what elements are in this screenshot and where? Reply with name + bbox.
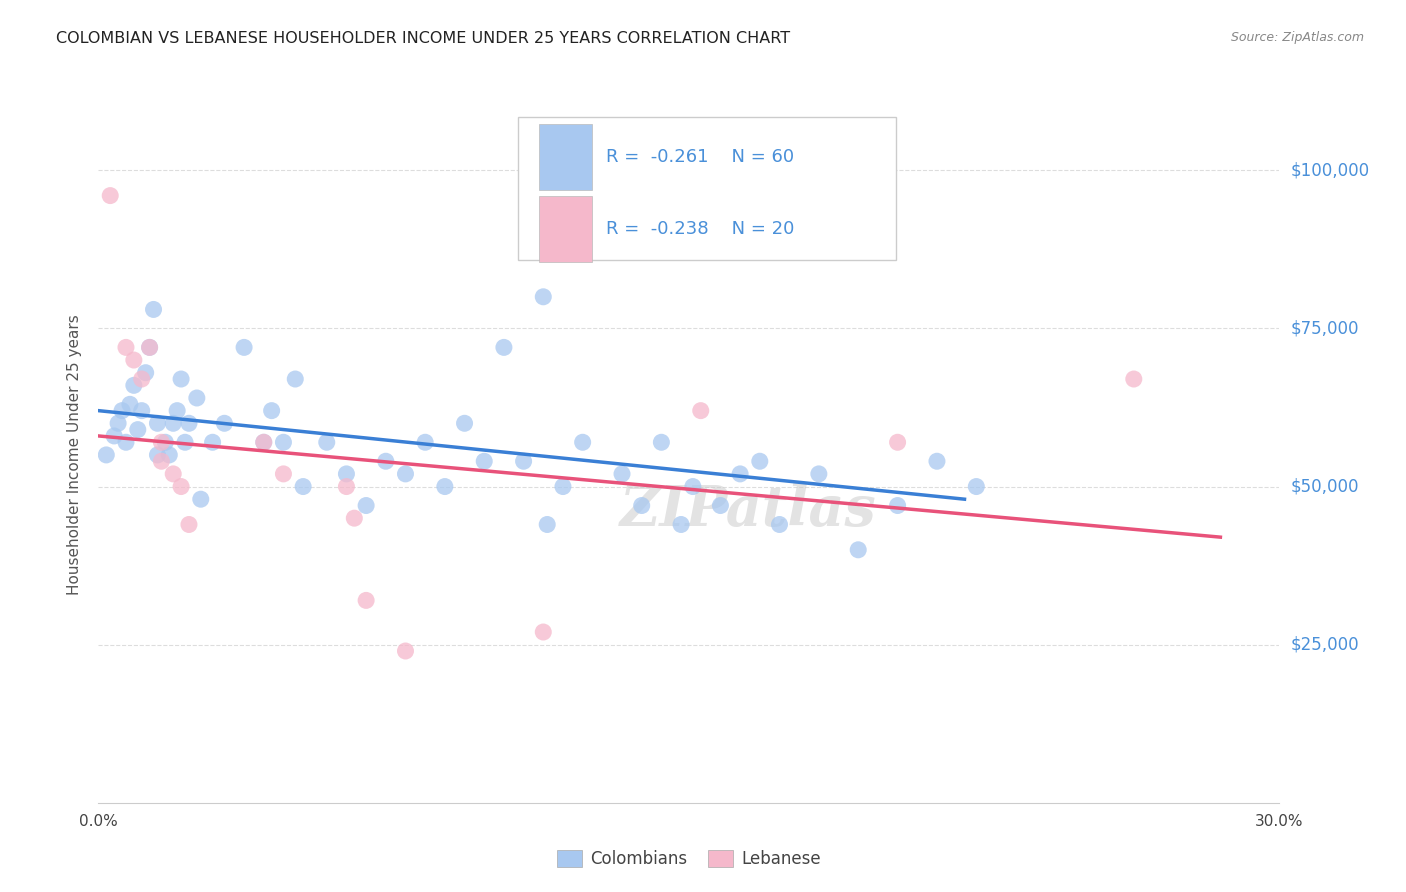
Text: $75,000: $75,000	[1291, 319, 1360, 337]
Point	[886, 435, 908, 450]
Point	[103, 429, 125, 443]
Point	[965, 479, 987, 493]
Point	[98, 188, 121, 202]
Point	[551, 479, 574, 493]
Point	[146, 417, 169, 431]
Legend: Colombians, Lebanese: Colombians, Lebanese	[551, 843, 827, 874]
Point	[135, 366, 157, 380]
Point	[155, 435, 177, 450]
Point	[925, 454, 948, 468]
Point	[214, 417, 236, 431]
Point	[174, 435, 197, 450]
Point	[131, 372, 153, 386]
Point	[170, 479, 193, 493]
Text: R =  -0.261    N = 60: R = -0.261 N = 60	[606, 148, 794, 167]
Point	[610, 467, 633, 481]
Point	[260, 403, 283, 417]
Point	[146, 448, 169, 462]
Point	[343, 511, 366, 525]
Point	[374, 454, 396, 468]
Text: ZIPatlas: ZIPatlas	[620, 483, 876, 538]
Point	[394, 644, 416, 658]
Point	[433, 479, 456, 493]
Point	[846, 542, 869, 557]
Y-axis label: Householder Income Under 25 years: Householder Income Under 25 years	[67, 315, 83, 595]
Point	[186, 391, 208, 405]
Point	[886, 499, 908, 513]
Point	[728, 467, 751, 481]
Point	[354, 593, 377, 607]
Point	[413, 435, 436, 450]
Point	[122, 353, 145, 368]
Point	[650, 435, 672, 450]
Text: R =  -0.238    N = 20: R = -0.238 N = 20	[606, 219, 794, 238]
Point	[253, 435, 276, 450]
Point	[630, 499, 652, 513]
Point	[335, 467, 357, 481]
Point	[492, 340, 515, 354]
Text: $100,000: $100,000	[1291, 161, 1369, 179]
Point	[177, 517, 200, 532]
Point	[111, 403, 134, 417]
Point	[531, 290, 554, 304]
Point	[166, 403, 188, 417]
Point	[138, 340, 160, 354]
Point	[142, 302, 165, 317]
Point	[170, 372, 193, 386]
Point	[292, 479, 315, 493]
FancyBboxPatch shape	[538, 124, 592, 191]
Point	[127, 423, 149, 437]
Point	[1122, 372, 1144, 386]
Point	[162, 467, 184, 481]
Point	[453, 417, 475, 431]
Point	[709, 499, 731, 513]
Point	[131, 403, 153, 417]
Point	[177, 417, 200, 431]
FancyBboxPatch shape	[538, 195, 592, 261]
Point	[150, 435, 173, 450]
Point	[122, 378, 145, 392]
Point	[748, 454, 770, 468]
Point	[162, 417, 184, 431]
Point	[669, 517, 692, 532]
Text: $25,000: $25,000	[1291, 636, 1360, 654]
Point	[150, 454, 173, 468]
Point	[115, 340, 138, 354]
Point	[689, 403, 711, 417]
Point	[394, 467, 416, 481]
Point	[253, 435, 276, 450]
Point	[571, 435, 593, 450]
Point	[768, 517, 790, 532]
Point	[201, 435, 224, 450]
Point	[472, 454, 495, 468]
Text: $50,000: $50,000	[1291, 477, 1360, 496]
Point	[807, 467, 830, 481]
Point	[273, 435, 295, 450]
Point	[315, 435, 337, 450]
Point	[335, 479, 357, 493]
Point	[536, 517, 558, 532]
Point	[682, 479, 704, 493]
Point	[157, 448, 180, 462]
Point	[115, 435, 138, 450]
Point	[118, 397, 141, 411]
Point	[138, 340, 160, 354]
Point	[233, 340, 256, 354]
Point	[96, 448, 118, 462]
Point	[531, 625, 554, 640]
Point	[107, 417, 129, 431]
Text: Source: ZipAtlas.com: Source: ZipAtlas.com	[1230, 31, 1364, 45]
Point	[512, 454, 534, 468]
Point	[273, 467, 295, 481]
Point	[190, 492, 212, 507]
FancyBboxPatch shape	[517, 118, 896, 260]
Text: COLOMBIAN VS LEBANESE HOUSEHOLDER INCOME UNDER 25 YEARS CORRELATION CHART: COLOMBIAN VS LEBANESE HOUSEHOLDER INCOME…	[56, 31, 790, 46]
Point	[284, 372, 307, 386]
Point	[354, 499, 377, 513]
